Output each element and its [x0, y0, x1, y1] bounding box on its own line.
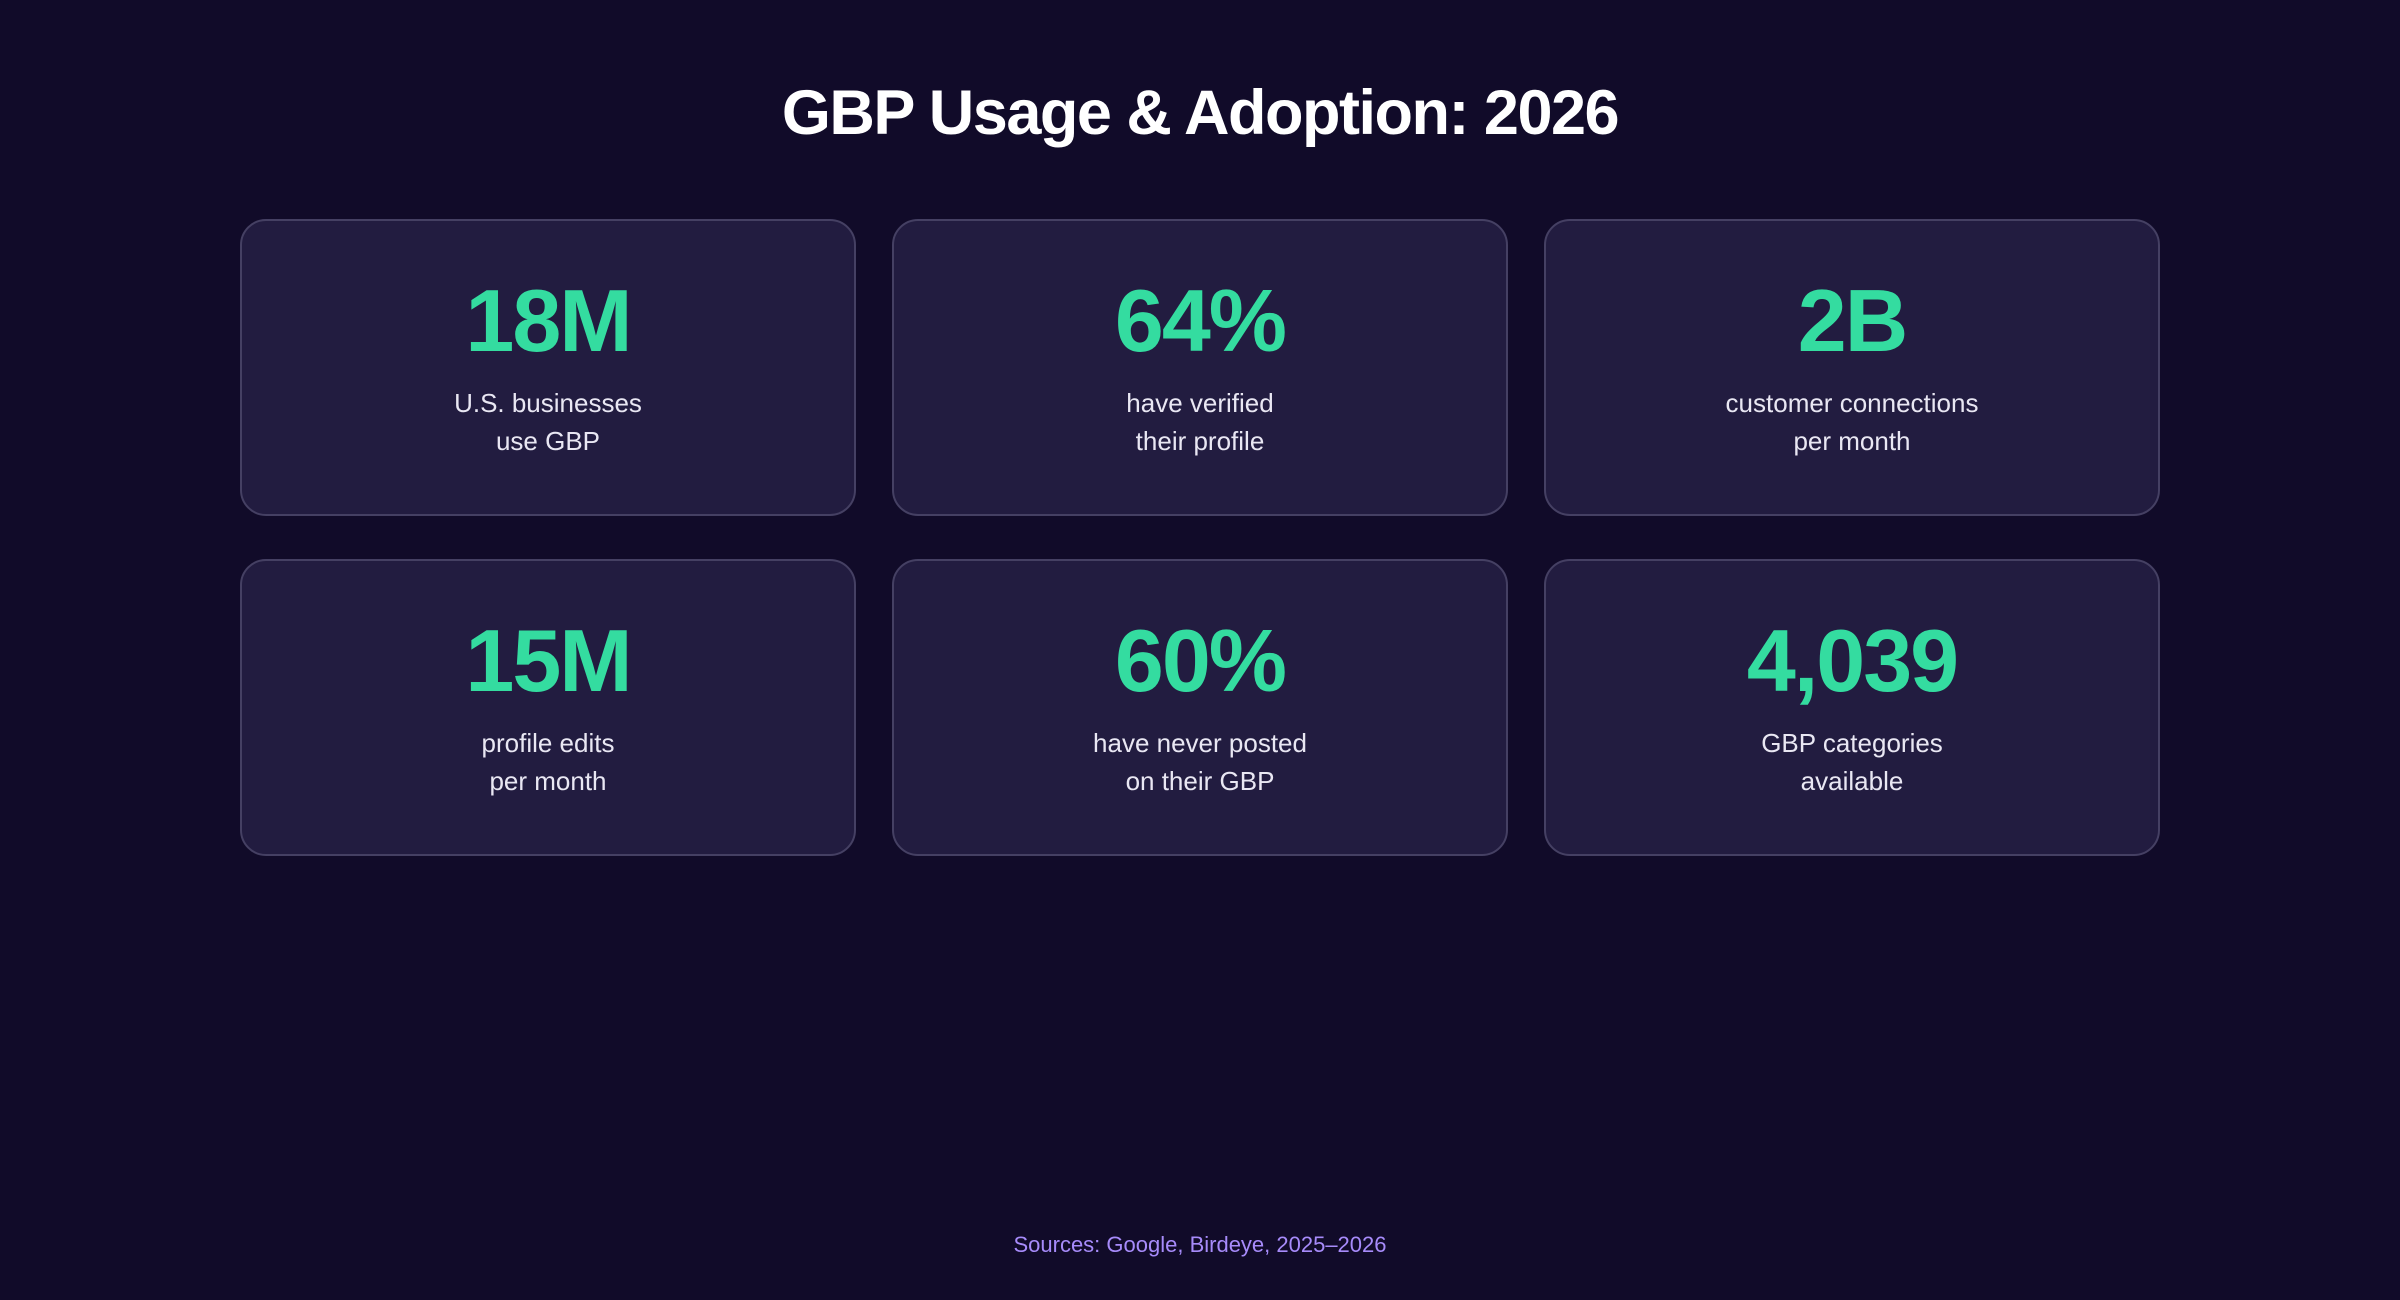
- stat-label-line2: use GBP: [495, 425, 601, 456]
- stat-label-line2: per month: [489, 765, 607, 796]
- stat-label: profile edits per month: [482, 725, 615, 800]
- stat-card: 4,039 GBP categories available: [1544, 559, 2160, 856]
- stat-card: 60% have never posted on their GBP: [892, 559, 1508, 856]
- stat-value: 15M: [465, 610, 632, 710]
- stat-card: 18M U.S. businesses use GBP: [240, 219, 856, 516]
- stat-label-line2: available: [1800, 765, 1904, 796]
- stat-card: 2B customer connections per month: [1544, 219, 2160, 516]
- stat-label-line1: have verified: [1126, 388, 1274, 418]
- stat-label-line1: U.S. businesses: [454, 388, 642, 418]
- stat-value: 4,039: [1746, 610, 1959, 710]
- stat-value: 60%: [1114, 610, 1287, 710]
- stat-value: 64%: [1114, 270, 1287, 370]
- stat-label-line1: profile edits: [481, 728, 615, 758]
- stat-label: GBP categories available: [1761, 725, 1943, 800]
- stat-card: 15M profile edits per month: [240, 559, 856, 856]
- stat-label-line1: customer connections: [1725, 388, 1979, 418]
- stat-label: customer connections per month: [1726, 385, 1979, 460]
- stat-label-line2: on their GBP: [1125, 765, 1275, 796]
- stat-label: have verified their profile: [1126, 385, 1273, 460]
- stat-label: have never posted on their GBP: [1093, 725, 1307, 800]
- stat-label-line1: GBP categories: [1761, 728, 1943, 758]
- stats-grid: 18M U.S. businesses use GBP 64% have ver…: [240, 219, 2160, 856]
- stat-label-line1: have never posted: [1093, 728, 1307, 758]
- stat-value: 18M: [465, 270, 632, 370]
- page-title: GBP Usage & Adoption: 2026: [781, 78, 1620, 148]
- stat-label: U.S. businesses use GBP: [454, 385, 642, 460]
- stat-label-line2: per month: [1793, 425, 1911, 456]
- stat-card: 64% have verified their profile: [892, 219, 1508, 516]
- stat-value: 2B: [1797, 270, 1908, 370]
- stat-label-line2: their profile: [1135, 425, 1265, 456]
- sources-note: Sources: Google, Birdeye, 2025–2026: [1013, 1232, 1387, 1257]
